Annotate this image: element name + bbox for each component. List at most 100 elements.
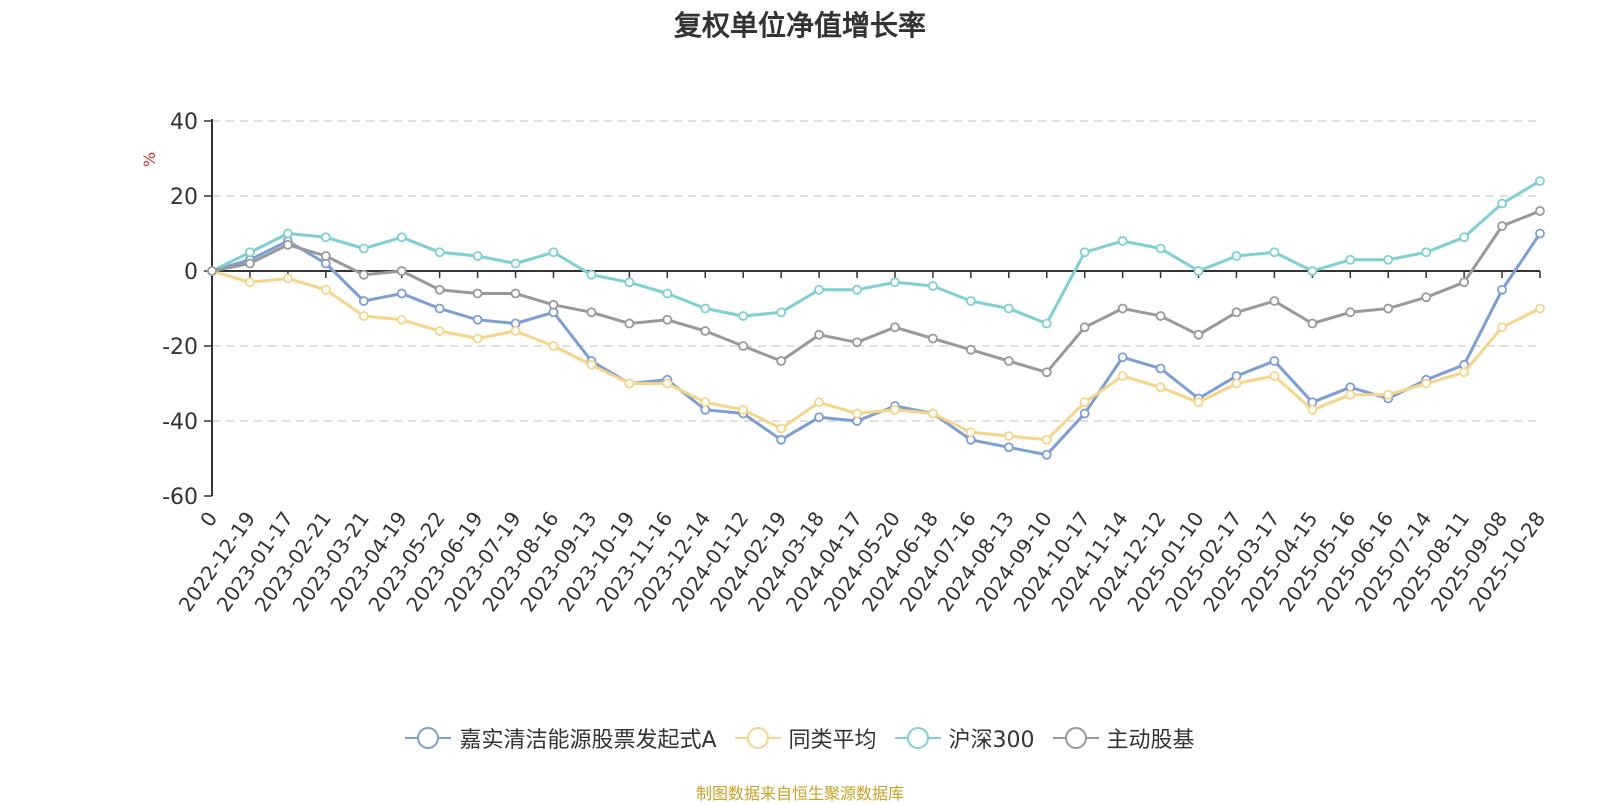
legend-item-csi300[interactable]: 沪深300 [894, 722, 1035, 754]
series-point-1 [1269, 356, 1280, 366]
series-line-2 [211, 269, 1541, 442]
series-point-4 [1117, 303, 1128, 314]
series-point-1 [1003, 442, 1014, 453]
series-point-1 [1117, 352, 1128, 363]
source-note: 制图数据来自恒生聚源数据库 [695, 784, 904, 803]
legend-item-fund[interactable]: 嘉实清洁能源股票发起式A [405, 722, 717, 754]
series-point-2 [738, 404, 749, 415]
series-point-3 [586, 269, 597, 280]
series-point-4 [1383, 303, 1394, 314]
series-point-4 [1269, 296, 1280, 306]
series-point-2 [1117, 371, 1128, 381]
series-point-3 [1497, 198, 1507, 209]
series-point-3 [624, 277, 635, 288]
y-tick-label: -40 [162, 410, 198, 435]
series-point-4 [358, 269, 369, 280]
series-point-4 [1193, 329, 1204, 340]
series-point-2 [1231, 378, 1242, 389]
series-point-4 [510, 288, 521, 299]
line-chart: -60-40-200204002022-12-192023-01-172023-… [162, 110, 1550, 616]
series-point-2 [1345, 389, 1356, 400]
legend-item-peer-average[interactable]: 同类平均 [734, 722, 877, 754]
series-point-2 [548, 341, 559, 351]
series-point-3 [890, 277, 900, 288]
series-point-3 [1193, 266, 1204, 276]
series-point-4 [1003, 356, 1014, 366]
series-point-3 [1117, 236, 1128, 246]
series-point-4 [434, 284, 445, 295]
series-point-4 [1497, 221, 1507, 231]
series-point-3 [1231, 251, 1242, 261]
series-point-2 [358, 311, 369, 321]
series-point-1 [776, 434, 787, 445]
legend-label: 嘉实清洁能源股票发起式A [459, 728, 717, 753]
series-point-3 [928, 281, 938, 291]
series-point-2 [1041, 434, 1052, 445]
series-point-2 [320, 284, 331, 295]
series-point-4 [890, 322, 900, 333]
legend-label: 主动股基 [1106, 728, 1195, 753]
series-point-3 [472, 251, 483, 261]
series-point-3 [1383, 254, 1394, 265]
series-point-2 [700, 397, 711, 408]
series-point-1 [814, 412, 824, 423]
legend-label: 同类平均 [788, 728, 877, 753]
series-point-2 [890, 404, 900, 415]
legend-label: 沪深300 [948, 728, 1035, 753]
series-point-4 [662, 314, 673, 325]
series-point-2 [472, 333, 483, 344]
series-point-4 [776, 356, 787, 366]
chart-title: 复权单位净值增长率 [673, 9, 926, 42]
series-point-1 [472, 314, 483, 325]
series-point-2 [586, 359, 597, 370]
series-point-3 [1079, 247, 1090, 258]
series-point-3 [1003, 303, 1014, 314]
series-point-4 [548, 299, 559, 310]
series-point-4 [1155, 311, 1166, 321]
series-point-4 [1421, 292, 1432, 303]
series-point-2 [852, 408, 862, 419]
series-point-4 [814, 329, 824, 340]
series-point-2 [965, 427, 976, 438]
legend-item-active-equity[interactable]: 主动股基 [1052, 722, 1195, 754]
series-point-3 [1307, 266, 1318, 276]
series-point-2 [1421, 378, 1432, 389]
series-point-1 [396, 288, 407, 299]
series-point-3 [1421, 247, 1432, 258]
series-point-3 [965, 296, 976, 306]
series-point-2 [396, 314, 407, 325]
series-point-3 [852, 284, 862, 295]
series-point-2 [814, 397, 824, 408]
series-point-4 [928, 333, 938, 344]
y-tick-label: -60 [162, 485, 198, 510]
series-point-2 [662, 378, 673, 389]
series-point-3 [320, 232, 331, 243]
series-point-2 [776, 423, 787, 434]
series-point-4 [1079, 322, 1090, 333]
series-point-4 [1307, 318, 1318, 329]
series-point-4 [1345, 307, 1356, 318]
series-point-4 [852, 337, 862, 348]
series-point-3 [1459, 232, 1470, 243]
series-point-2 [245, 277, 255, 288]
x-tick-label: 0 [195, 507, 222, 531]
series-point-2 [624, 378, 635, 389]
series-point-3 [700, 303, 711, 314]
series-point-1 [1041, 449, 1052, 460]
series-point-3 [1041, 318, 1052, 329]
series-point-2 [1193, 397, 1204, 408]
series-point-2 [1079, 397, 1090, 408]
series-point-4 [282, 239, 293, 250]
series-point-3 [358, 243, 369, 254]
series-point-4 [586, 307, 597, 318]
series-line-3 [211, 179, 1541, 325]
series-point-1 [434, 303, 445, 314]
series-point-3 [776, 307, 787, 318]
series-point-1 [358, 296, 369, 306]
series-point-2 [1307, 404, 1318, 415]
series-point-3 [662, 288, 673, 299]
series-point-3 [434, 247, 445, 258]
series-point-4 [965, 344, 976, 355]
series-point-3 [510, 258, 521, 269]
series-point-4 [320, 251, 331, 261]
